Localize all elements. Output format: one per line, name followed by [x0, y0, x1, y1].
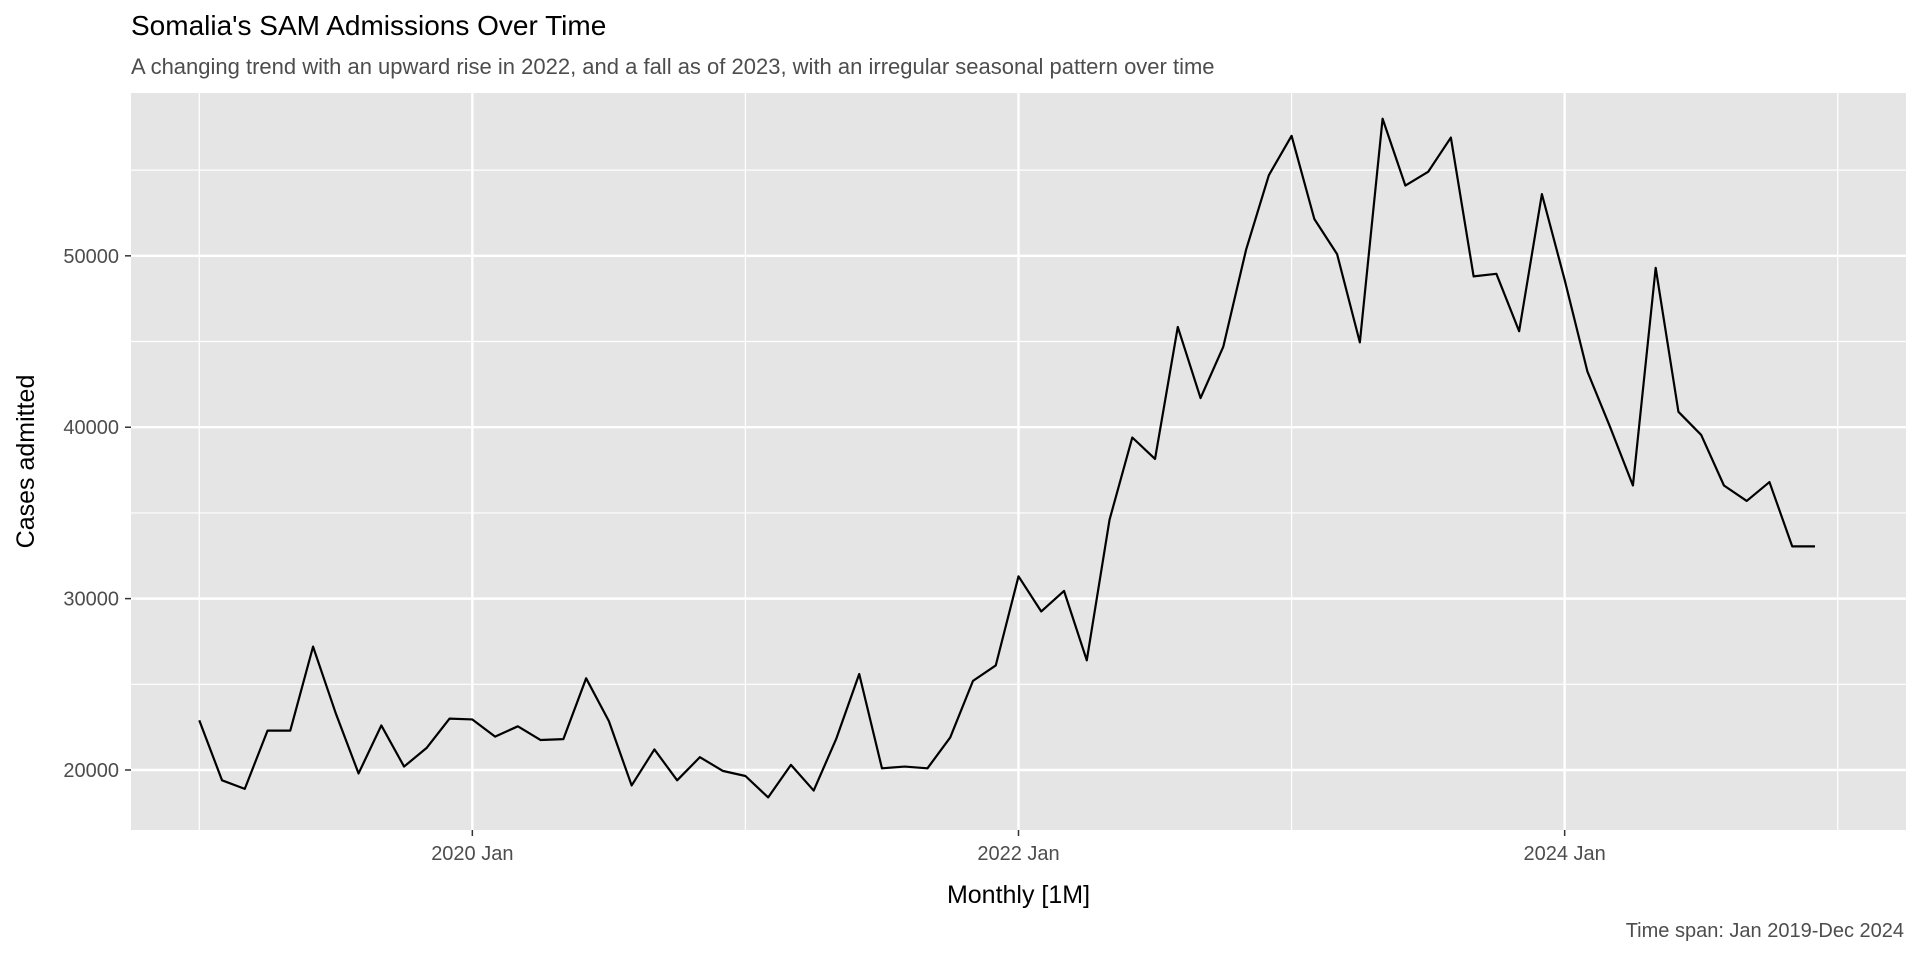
y-tick-label: 40000 [63, 417, 119, 439]
x-axis-title: Monthly [1M] [947, 881, 1090, 909]
series-layer [198, 117, 1815, 799]
chart-caption: Time span: Jan 2019-Dec 2024 [1625, 920, 1904, 942]
chart-subtitle: A changing trend with an upward rise in … [131, 54, 1215, 79]
y-axis-title: Cases admitted [12, 375, 40, 549]
y-tick-label: 30000 [63, 589, 119, 611]
x-tick-label: 2020 Jan [431, 843, 513, 865]
x-tick-label: 2024 Jan [1524, 843, 1606, 865]
major-gridlines [131, 93, 1906, 830]
series-line [198, 117, 1815, 799]
x-axis: 2020 Jan 2022 Jan 2024 Jan [431, 830, 1606, 865]
x-tick-label: 2022 Jan [977, 843, 1059, 865]
y-axis: 20000 30000 40000 50000 [63, 246, 131, 782]
y-tick-label: 20000 [63, 760, 119, 782]
y-tick-label: 50000 [63, 246, 119, 268]
chart-title: Somalia's SAM Admissions Over Time [131, 10, 607, 41]
